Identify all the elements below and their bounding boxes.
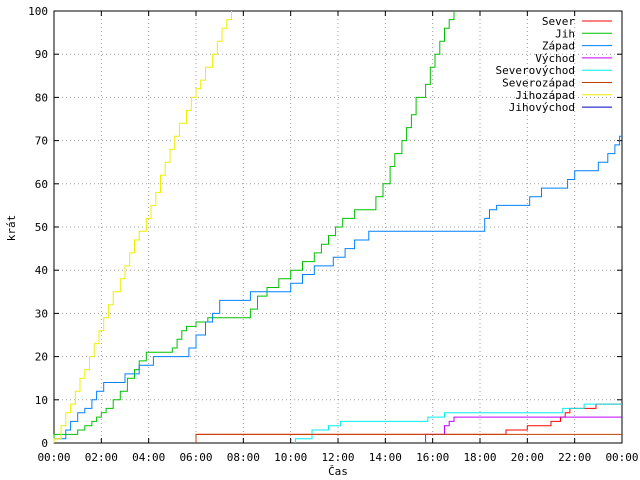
ticks: 00:00 02:00 04:00 06:00 08:00 10:00 12:00 14:00… [28,5,638,464]
y-tick-label: 100 [28,5,48,18]
x-tick-label: 16:00 [416,451,449,464]
series-1-line [195,403,622,443]
series-7-line [53,11,232,443]
x-tick-label: 06:00 [179,451,212,464]
y-axis-label: krát [5,215,18,242]
x-tick-label: 00:00 [605,451,638,464]
x-tick-label: 18:00 [463,451,496,464]
series-6-legend-label: Severozápad [502,77,575,90]
x-tick-label: 20:00 [511,451,544,464]
x-tick-label: 10:00 [274,451,307,464]
y-tick-label: 30 [35,307,48,320]
x-tick-label: 04:00 [132,451,165,464]
series-3-line [53,135,622,443]
x-tick-label: 08:00 [227,451,260,464]
y-tick-label: 0 [41,437,48,450]
y-tick-label: 80 [35,91,48,104]
y-tick-label: 20 [35,351,48,364]
x-tick-label: 22:00 [558,451,591,464]
y-tick-label: 50 [35,221,48,234]
y-tick-label: 70 [35,135,48,148]
series-8-legend-label: Jihovýchod [509,101,575,114]
x-tick-label: 12:00 [321,451,354,464]
series-lines [53,11,622,443]
y-tick-label: 90 [35,48,48,61]
x-tick-label: 00:00 [37,451,70,464]
y-tick-label: 60 [35,178,48,191]
series-2-legend-label: Jih [555,27,575,40]
x-tick-label: 02:00 [85,451,118,464]
y-tick-label: 10 [35,394,48,407]
x-tick-label: 14:00 [369,451,402,464]
series-5-legend-label: Severovýchod [496,64,575,77]
x-axis-label: Čas [328,465,348,478]
series-6-line [195,433,622,443]
legend: SeverJihZápadVýchodSeverovýchodSeverozáp… [496,15,612,114]
series-2-line [53,11,455,443]
series-1-legend-label: Sever [542,15,575,28]
series-7-legend-label: Jihozápad [515,89,575,102]
series-3-legend-label: Západ [542,40,575,53]
series-4-legend-label: Východ [535,52,575,65]
series-5-line [294,403,622,443]
y-tick-label: 40 [35,264,48,277]
